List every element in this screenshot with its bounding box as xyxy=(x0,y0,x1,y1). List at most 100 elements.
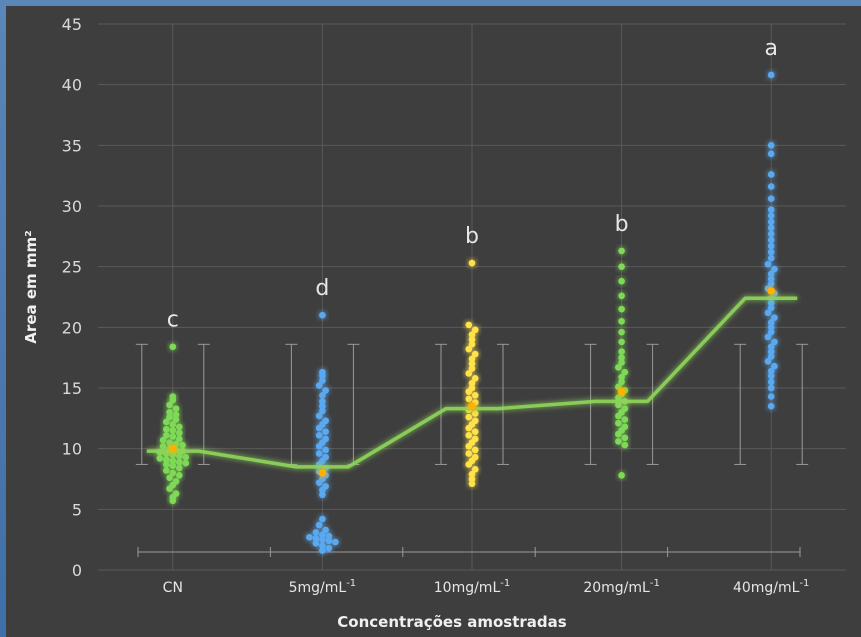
data-point xyxy=(319,486,326,494)
data-point xyxy=(767,150,775,158)
data-point xyxy=(319,491,326,499)
y-tick-label: 40 xyxy=(62,76,82,95)
data-point xyxy=(176,452,183,460)
data-point xyxy=(618,277,625,285)
data-point xyxy=(767,378,775,386)
data-point xyxy=(767,324,775,331)
chart-frame: 0 5 10 15 20 25 30 35 40 45 c d b b a CN 5mg/mL-1 10mg/mL… xyxy=(6,6,861,637)
data-point xyxy=(319,531,326,539)
data-point xyxy=(319,515,326,523)
data-point xyxy=(767,71,775,79)
data-point xyxy=(306,533,313,541)
data-point xyxy=(767,212,775,220)
data-point xyxy=(767,343,775,351)
data-point xyxy=(767,171,775,178)
data-point xyxy=(764,260,772,268)
data-point xyxy=(319,407,326,415)
data-point xyxy=(172,416,180,423)
data-point xyxy=(618,348,625,355)
data-point xyxy=(163,432,170,439)
data-point xyxy=(169,451,177,459)
data-point xyxy=(169,396,177,404)
mean-point xyxy=(468,402,476,411)
data-point xyxy=(615,430,622,438)
significance-letter: a xyxy=(764,36,777,61)
data-point xyxy=(471,446,479,454)
data-point xyxy=(315,479,323,486)
data-point xyxy=(465,450,473,457)
data-point xyxy=(764,309,772,317)
significance-letter: c xyxy=(167,308,179,333)
data-point xyxy=(767,230,775,238)
data-point xyxy=(468,475,476,483)
data-point xyxy=(468,470,476,478)
data-point xyxy=(169,433,177,440)
data-point xyxy=(159,436,167,444)
data-point xyxy=(471,326,479,334)
data-point xyxy=(465,432,473,439)
data-point xyxy=(767,319,775,326)
data-point xyxy=(319,311,326,319)
y-tick-label: 45 xyxy=(62,15,82,34)
data-point xyxy=(169,457,177,465)
data-point xyxy=(471,374,479,382)
data-point xyxy=(767,328,775,336)
mean-point xyxy=(767,287,775,295)
data-point xyxy=(615,419,622,427)
significance-letter: b xyxy=(615,212,629,237)
data-point xyxy=(319,377,326,385)
data-point xyxy=(618,247,625,255)
beeswarm-chart: 0 5 10 15 20 25 30 35 40 45 c d b b a CN 5mg/mL-1 10mg/mL… xyxy=(22,15,846,631)
mean-point xyxy=(617,387,626,396)
data-point xyxy=(163,456,170,463)
data-point xyxy=(176,435,183,443)
data-point xyxy=(618,472,625,479)
data-point xyxy=(315,521,323,529)
data-point xyxy=(767,367,775,375)
data-point xyxy=(166,408,173,416)
data-point xyxy=(163,418,170,426)
data-point xyxy=(322,387,329,394)
data-point xyxy=(315,432,323,439)
data-point xyxy=(176,423,183,431)
data-point xyxy=(172,411,180,418)
data-point xyxy=(312,535,320,542)
x-category-label: 5mg/mL-1 xyxy=(289,578,357,596)
data-point xyxy=(621,434,629,442)
data-point xyxy=(465,395,473,403)
data-point xyxy=(468,331,476,338)
data-point xyxy=(319,536,326,543)
data-point xyxy=(621,368,629,376)
data-point xyxy=(465,388,473,395)
data-point xyxy=(176,458,183,466)
data-point xyxy=(159,442,167,450)
data-point xyxy=(169,421,177,428)
data-point xyxy=(465,321,473,329)
data-point xyxy=(771,338,778,346)
data-point xyxy=(618,373,625,381)
data-point xyxy=(319,398,326,405)
x-category-label: CN xyxy=(163,580,183,596)
data-point xyxy=(767,280,775,287)
data-point xyxy=(166,474,173,482)
y-axis-title: Area em mm² xyxy=(22,230,40,343)
data-point xyxy=(319,391,326,399)
data-point xyxy=(618,305,625,313)
data-point xyxy=(767,195,775,203)
data-point xyxy=(169,497,177,505)
data-point xyxy=(615,412,622,420)
data-point xyxy=(764,358,772,365)
data-point xyxy=(764,333,772,341)
data-point xyxy=(315,450,323,457)
mean-point xyxy=(169,444,177,453)
data-point xyxy=(615,394,622,402)
data-point xyxy=(468,341,476,348)
data-point xyxy=(315,412,323,420)
data-point xyxy=(618,317,625,325)
data-point xyxy=(767,348,775,355)
data-point xyxy=(169,427,177,434)
data-point xyxy=(322,446,329,454)
data-point xyxy=(465,370,473,377)
mean-point xyxy=(318,469,327,477)
data-point xyxy=(332,538,339,546)
